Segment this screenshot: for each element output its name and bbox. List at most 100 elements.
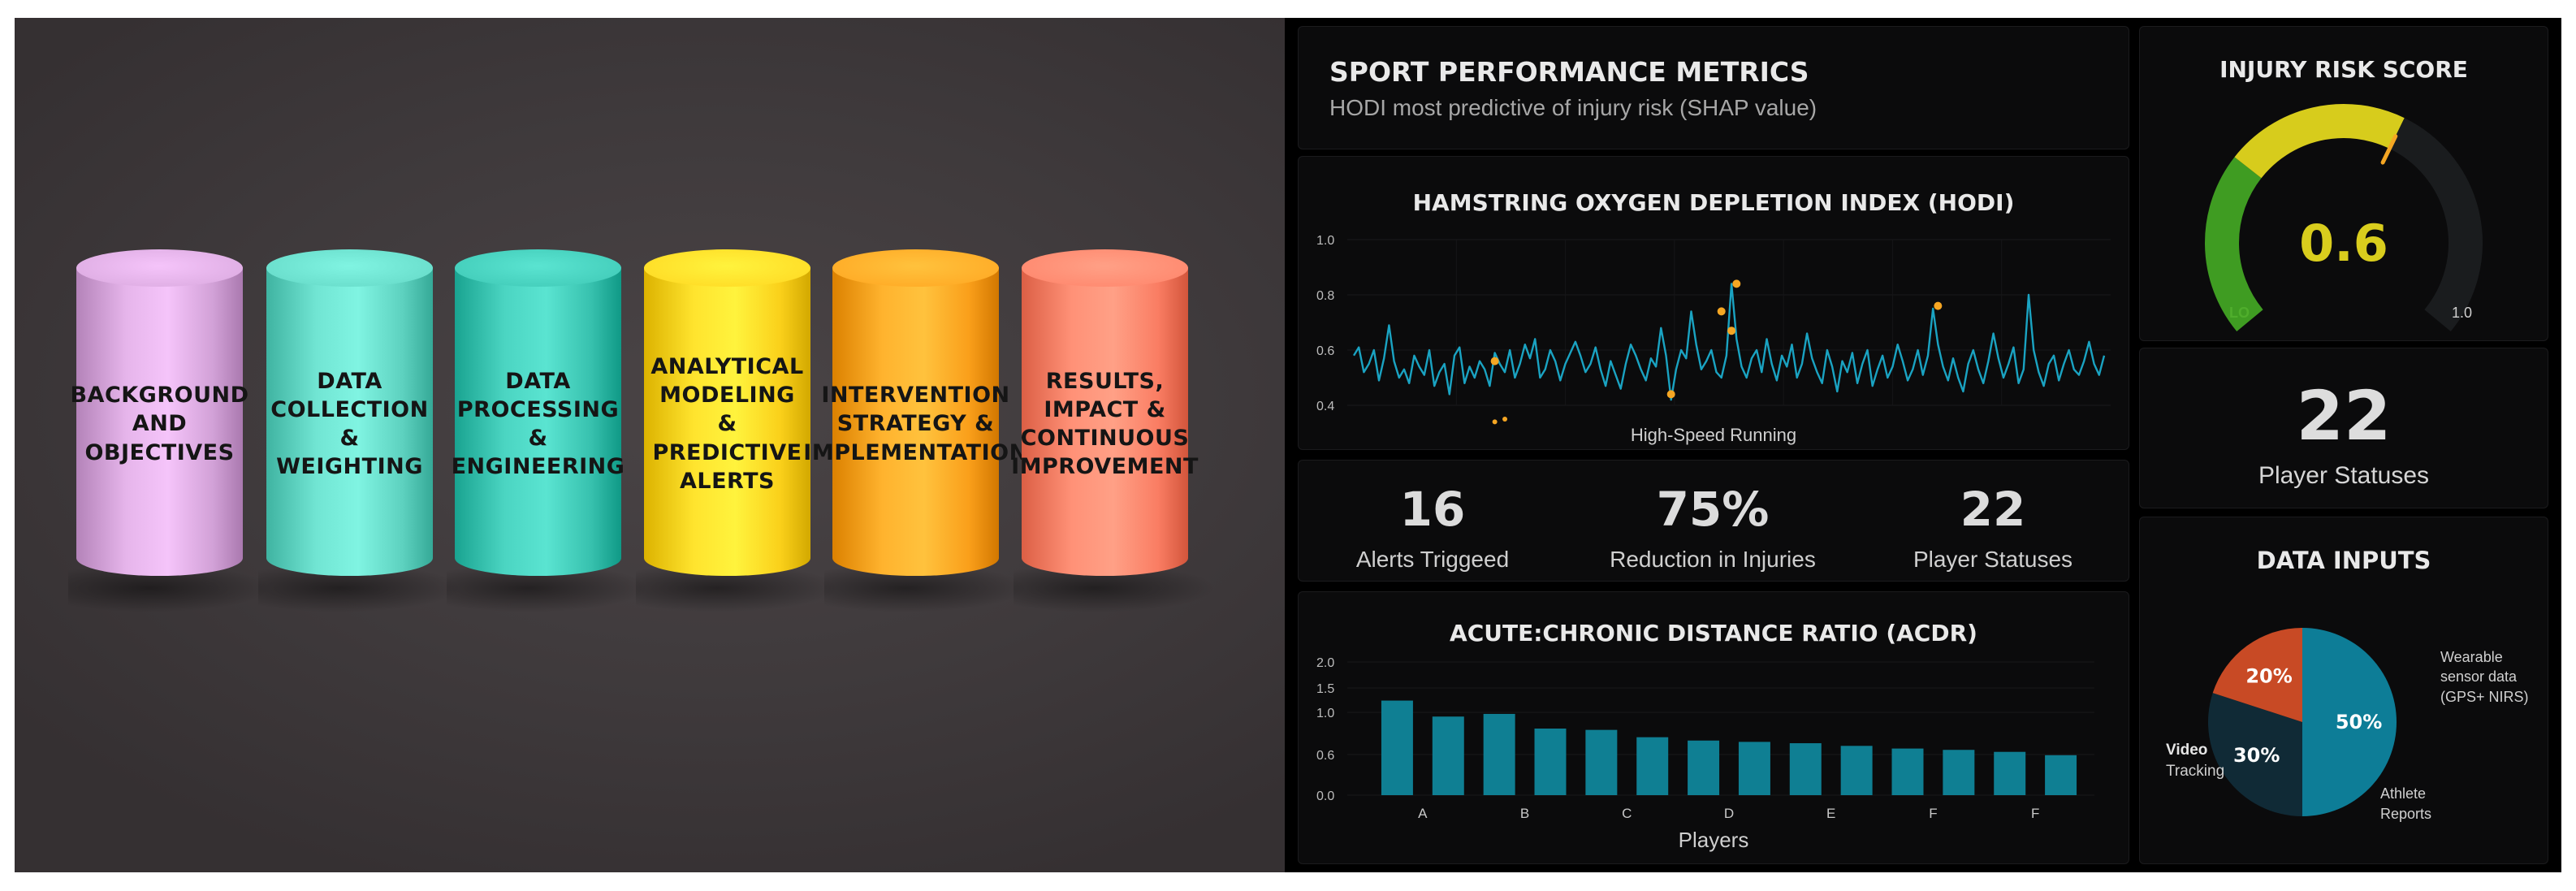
pillar-top [832,249,999,287]
acdr-x-tick: C [1622,806,1632,821]
hodi-outlier-point [1502,417,1508,422]
player-statuses-card: 22 Player Statuses [2139,348,2548,508]
pie-slice-percent: 20% [2245,665,2292,688]
acdr-y-tick: 2.0 [1316,656,1334,670]
dashboard-title: SPORT PERFORMANCE METRICS [1329,56,1809,88]
acdr-bar [1483,713,1515,795]
pillar-top [266,249,433,287]
hodi-alert-point [1666,390,1675,399]
pie-label-video-rest: Tracking [2166,763,2225,780]
pillar-label: DATA COLLECTION & WEIGHTING [270,368,429,480]
gauge-needle [2380,134,2398,165]
pie-slice-percent: 50% [2336,711,2382,733]
pillars-panel: BACKGROUND AND OBJECTIVES DATA COLLECTIO… [15,18,1285,872]
player-statuses-value: 22 [2296,376,2392,456]
pillar-background: BACKGROUND AND OBJECTIVES [68,249,271,612]
acdr-x-tick: A [1418,806,1428,821]
data-inputs-card: DATA INPUTS 50% 30% 20% Video Tracking Wea… [2139,517,2548,864]
pillar-body [455,267,621,576]
acdr-title: ACUTE:CHRONIC DISTANCE RATIO (ACDR) [1450,620,1977,647]
pillar-label: DATA PROCESSING & ENGINEERING [451,368,625,480]
acdr-bar [1432,716,1464,795]
pillar-body [832,267,999,576]
hodi-outlier-point [1492,419,1498,425]
hodi-y-tick: 0.4 [1316,400,1334,413]
pillar-intervention: INTERVENTION STRATEGY & IMPLEMENTATION [803,249,1028,612]
acdr-bar [1789,743,1822,795]
acdr-bar [1738,742,1770,795]
acdr-x-tick: F [1929,806,1937,821]
acdr-x-tick: B [1520,806,1529,821]
player-statuses-label: Player Statuses [2258,462,2430,489]
pillar-label: BACKGROUND AND OBJECTIVES [70,383,249,465]
acdr-bar [1585,729,1618,795]
risk-hi-label: 1.0 [2452,305,2473,321]
alerts-label: Alerts Triggeed [1355,547,1510,572]
acdr-bar-chart: 2.0 1.5 1.0 0.6 0.0 A B C D E F F [1316,656,2094,821]
hodi-series-line [1352,283,2106,401]
hodi-y-tick: 0.6 [1316,344,1334,358]
acdr-bar [1891,748,1924,795]
acdr-x-label: Players [1678,828,1749,852]
hodi-y-tick: 1.0 [1316,234,1334,248]
hodi-alert-point [1727,327,1736,335]
statuses-label: Player Statuses [1913,547,2073,572]
pillar-data-processing: DATA PROCESSING & ENGINEERING [447,249,650,612]
pillar-analytical-modeling: ANALYTICAL MODELING & PREDICTIVE ALERTS [636,249,839,612]
hodi-alert-point [1732,279,1741,288]
acdr-y-tick: 0.0 [1316,789,1334,803]
acdr-bar [1688,740,1720,795]
pillar-body [644,267,810,576]
gauge-fill-segment [2234,104,2405,179]
acdr-y-tick: 0.6 [1316,749,1334,763]
pillar-label: INTERVENTION STRATEGY & IMPLEMENTATION [803,383,1028,465]
pie-label-wearable: Wearable sensor data (GPS+ NIRS) [2440,649,2529,705]
pie-slice [2212,628,2302,722]
pie-label-athlete: Athlete Reports [2380,785,2432,823]
pillar-body [266,267,433,576]
pie-slice [2208,693,2302,816]
hodi-x-label: High-Speed Running [1630,425,1797,445]
acdr-bar [1840,746,1873,795]
acdr-x-tick: D [1724,806,1734,821]
acdr-bar [2045,755,2077,795]
risk-lo-label: LO [2229,305,2250,321]
stats-card: 16 Alerts Triggeed 75% Reduction in Inju… [1298,460,2129,582]
acdr-card: ACUTE:CHRONIC DISTANCE RATIO (ACDR) 2.0 1… [1298,591,2129,864]
pillar-results: RESULTS, IMPACT & CONTINUOUS IMPROVEMENT [1011,249,1217,612]
acdr-bar [1636,737,1669,795]
gauge-low-segment [2205,157,2263,331]
risk-card: INJURY RISK SCORE 0.6 LO 1.0 [2139,26,2548,341]
reduction-label: Reduction in Injuries [1610,547,1816,572]
acdr-x-tick: F [2031,806,2039,821]
risk-value: 0.6 [2299,214,2388,273]
data-inputs-title: DATA INPUTS [2256,547,2431,574]
pillar-body [1022,267,1188,576]
pillar-top [76,249,243,287]
dashboard-subtitle: HODI most predictive of injury risk (SHA… [1329,95,1817,120]
pillar-body [76,267,243,576]
pillar-label: ANALYTICAL MODELING & PREDICTIVE ALERTS [650,354,804,494]
data-inputs-pie: 50% 30% 20% [2208,628,2397,816]
pie-label-video-bold: Video [2166,742,2208,759]
acdr-x-tick: E [1826,806,1835,821]
acdr-y-tick: 1.0 [1316,707,1334,720]
hodi-y-tick: 0.8 [1316,289,1334,303]
pie-slice-percent: 30% [2233,744,2280,767]
pillar-top [1022,249,1188,287]
performance-dashboard: SPORT PERFORMANCE METRICS HODI most pred… [1285,18,2561,872]
statuses-value: 22 [1960,482,2026,537]
acdr-y-tick: 1.5 [1316,682,1334,696]
reduction-value: 75% [1656,482,1770,537]
pillar-data-collection: DATA COLLECTION & WEIGHTING [258,249,461,612]
hodi-title: HAMSTRING OXYGEN DEPLETION INDEX (HODI) [1412,189,2015,216]
alerts-value: 16 [1399,482,1466,537]
acdr-bar [1994,751,2026,795]
pillar-top [644,249,810,287]
risk-title: INJURY RISK SCORE [2219,56,2468,83]
hodi-alert-point [1717,307,1726,316]
acdr-bar [1943,750,1975,795]
hodi-line-chart: 1.0 0.8 0.6 0.4 [1316,234,2111,425]
gauge-remaining-segment [2388,118,2483,331]
